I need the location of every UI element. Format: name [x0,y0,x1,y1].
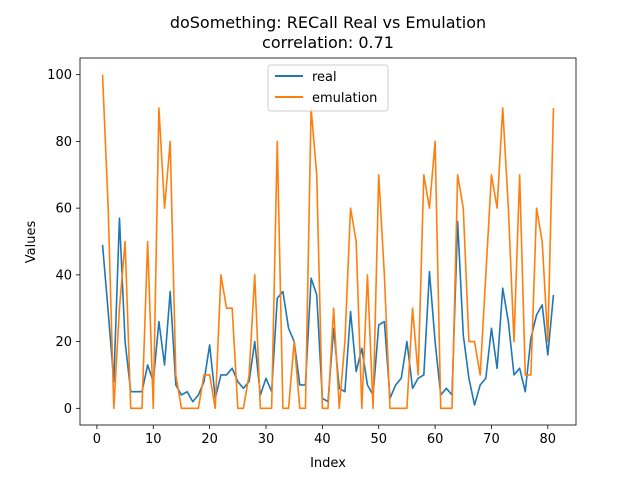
plot-area-frame [79,57,577,426]
x-tick-label: 80 [540,432,557,447]
legend-label-real: real [312,70,337,85]
y-tick-label: 100 [47,68,72,83]
series-line-emulation [101,74,555,410]
chart-subtitle: correlation: 0.71 [262,33,394,52]
x-tick-label: 50 [370,432,387,447]
x-tick-label: 70 [483,432,500,447]
x-tick-label: 20 [201,432,218,447]
y-tick-label: 60 [55,202,72,217]
y-axis-label: Values [24,221,39,264]
x-axis-label: Index [310,456,346,471]
series-layer [101,74,555,410]
x-tick-label: 10 [145,432,162,447]
y-tick-label: 0 [64,402,72,417]
legend-label-emulation: emulation [312,91,377,106]
series-line-real [101,217,555,406]
x-tick-label: 40 [314,432,331,447]
y-tick-label: 80 [55,135,72,150]
chart-title: doSomething: RECall Real vs Emulation [170,13,486,32]
x-axis: 0 10 20 30 40 50 60 70 80 [93,425,556,447]
y-tick-label: 20 [55,335,72,350]
y-axis: 0 20 40 60 80 100 [47,68,80,417]
x-tick-label: 60 [427,432,444,447]
x-tick-label: 0 [93,432,101,447]
legend: real emulation [267,64,389,112]
y-tick-label: 40 [55,268,72,283]
x-tick-label: 30 [258,432,275,447]
